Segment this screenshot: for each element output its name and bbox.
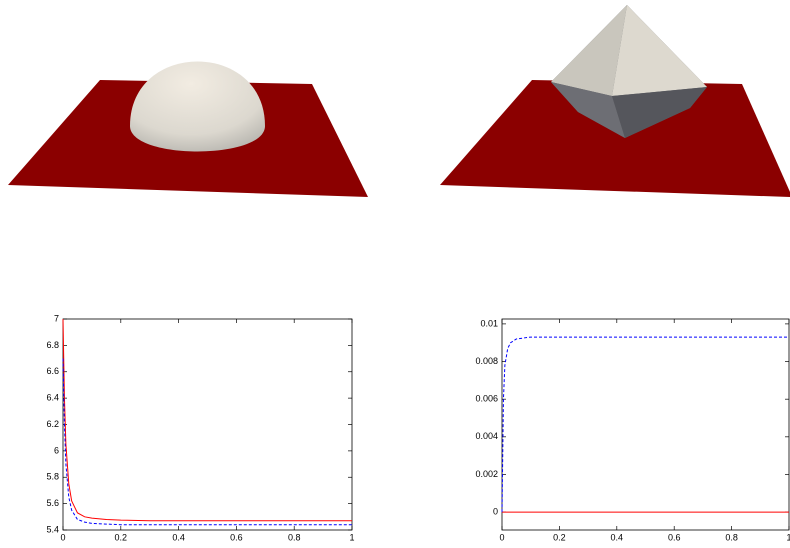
y-tick-label: 5.4 (46, 524, 59, 534)
series-line (501, 336, 789, 513)
y-tick-label: 7 (54, 313, 59, 323)
x-tick-label: 0.6 (668, 532, 681, 542)
render-left (8, 61, 368, 197)
y-tick-label: 5.6 (46, 498, 59, 508)
y-tick-label: 0.006 (475, 394, 498, 404)
x-tick-label: 0.8 (288, 532, 301, 542)
x-tick-label: 0.2 (553, 532, 566, 542)
plot-frame (501, 318, 790, 531)
y-tick-label: 6.8 (46, 340, 59, 350)
y-tick-label: 0.002 (475, 469, 498, 479)
octahedron-face (551, 82, 625, 138)
series-line (62, 358, 352, 526)
x-tick-label: 0.4 (172, 532, 185, 542)
y-tick-label: 5.8 (46, 472, 59, 482)
chart: 0 0.002 0.004 0.006 0.008 0.01 0 0.2 0.4 0.6 0.8 1 (475, 318, 790, 542)
chart: 5.4 5.6 5.8 6 6.2 6.4 6.6 6.8 7 0 0.2 0.4 0.6 0.8 1 (46, 313, 354, 542)
y-tick-label: 0.008 (475, 356, 498, 366)
x-tick-label: 0 (499, 532, 504, 542)
x-tick-label: 0.4 (611, 532, 624, 542)
y-tick-label: 0.01 (480, 318, 498, 328)
octahedron-face (612, 5, 707, 96)
x-tick-label: 0.6 (230, 532, 243, 542)
y-tick-label: 0.004 (475, 431, 498, 441)
y-tick-label: 6.6 (46, 366, 59, 376)
plot-frame (62, 318, 353, 531)
plane (440, 80, 790, 197)
x-tick-label: 0.8 (725, 532, 738, 542)
render-right (440, 5, 790, 197)
x-tick-label: 1 (349, 532, 354, 542)
x-tick-label: 0 (60, 532, 65, 542)
y-tick-label: 6.2 (46, 419, 59, 429)
y-tick-label: 6.4 (46, 393, 59, 403)
octahedron-face (551, 5, 627, 96)
series-line (62, 318, 352, 522)
octahedron-face (612, 87, 707, 138)
hemisphere (130, 61, 265, 152)
x-tick-label: 0.2 (115, 532, 128, 542)
x-tick-label: 1 (786, 532, 790, 542)
y-tick-label: 6 (54, 445, 59, 455)
y-tick-label: 0 (493, 506, 498, 516)
